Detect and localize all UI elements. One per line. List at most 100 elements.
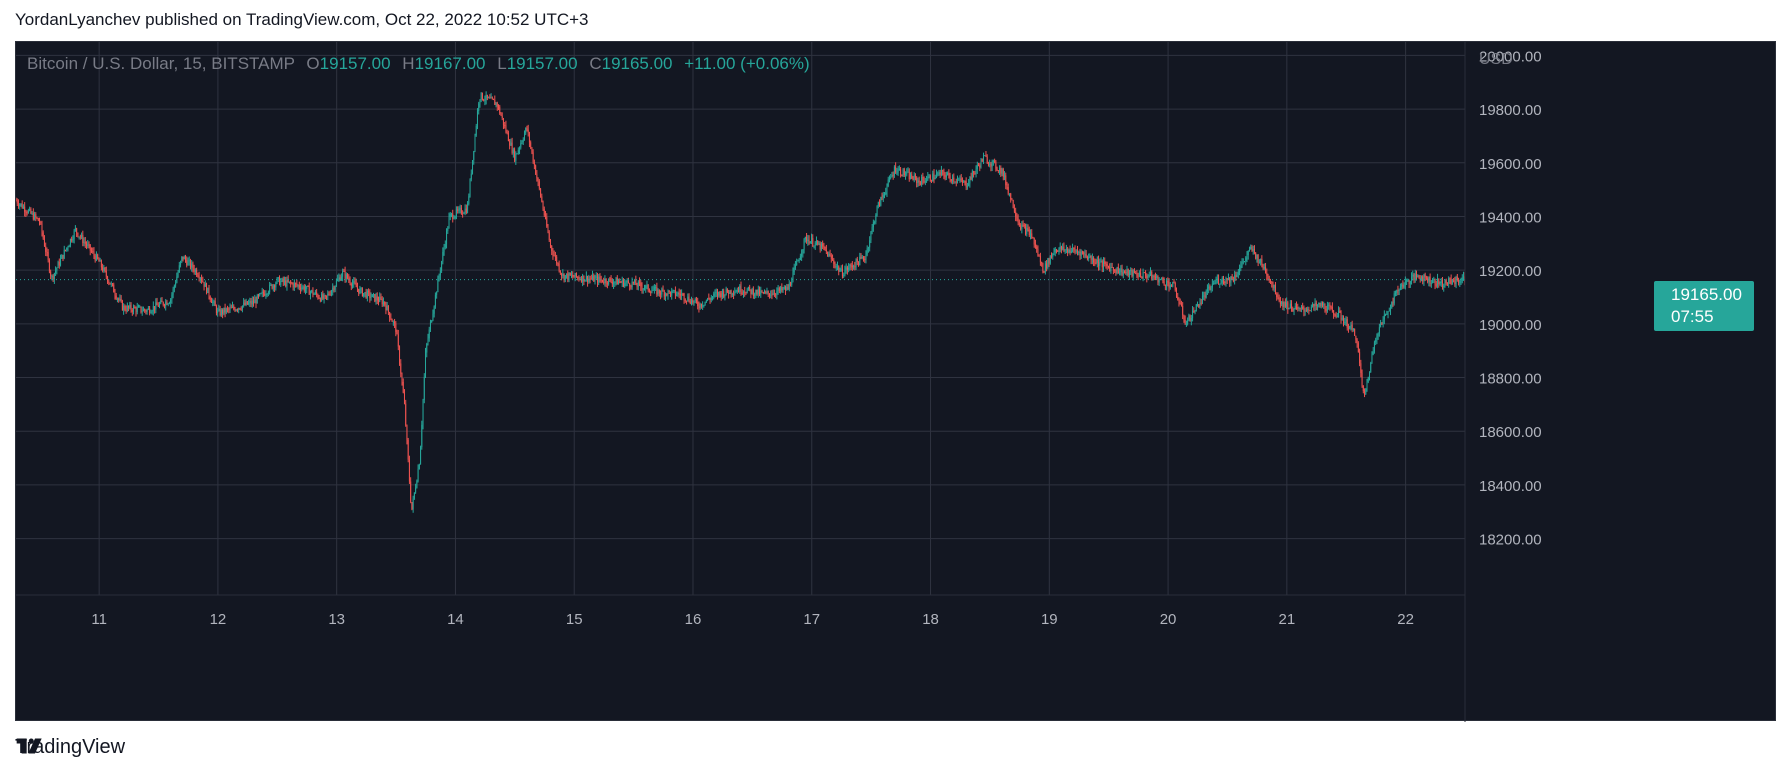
candlestick-chart[interactable]: 20000.00 19800.00 19600.00 19400.00 19200.00…	[16, 42, 1777, 722]
candle-body	[1378, 327, 1380, 334]
candle-body	[641, 286, 643, 290]
candle-body	[981, 159, 983, 162]
candle-body	[37, 218, 39, 221]
low-label: L	[497, 54, 507, 73]
candle-body	[1282, 301, 1284, 308]
candle-body	[772, 293, 774, 295]
candle-body	[968, 183, 970, 186]
candle-body	[767, 291, 769, 294]
candle-body	[187, 261, 189, 266]
candle-body	[1029, 233, 1031, 236]
candle-body	[22, 206, 24, 209]
x-tick-label: 12	[210, 611, 227, 628]
x-tick-label: 21	[1279, 611, 1296, 628]
candle-body	[55, 270, 57, 274]
candle-body	[405, 403, 407, 426]
candle-body	[933, 173, 935, 179]
candle-body	[697, 301, 699, 307]
candle-body	[207, 287, 209, 294]
candle-body	[593, 275, 595, 282]
candle-body	[866, 248, 868, 255]
candle-body	[752, 289, 754, 296]
candle-body	[724, 294, 726, 297]
last-price-tag: 19165.00 07:55	[1654, 281, 1754, 331]
candle-body	[94, 255, 96, 261]
candle-body	[1281, 301, 1283, 305]
candle-body	[1171, 284, 1173, 287]
candle-body	[1366, 381, 1368, 389]
candle-body	[276, 278, 278, 284]
candle-body	[942, 170, 944, 172]
candle-body	[78, 236, 80, 238]
candle-body	[1385, 313, 1387, 315]
candle-body	[1067, 248, 1069, 253]
candle-body	[368, 290, 370, 293]
candle-body	[909, 174, 911, 180]
candle-body	[948, 172, 950, 176]
candle-body	[212, 301, 214, 303]
candle-body	[105, 270, 107, 277]
candle-body	[146, 309, 148, 312]
candle-body	[702, 305, 704, 307]
candle-body	[885, 192, 887, 195]
candle-body	[1021, 224, 1023, 230]
candle-body	[1007, 187, 1009, 194]
candle-body	[1231, 276, 1233, 280]
candle-body	[491, 97, 493, 99]
candle-body	[1417, 275, 1419, 277]
candle-body	[1308, 309, 1310, 311]
candle-body	[197, 275, 199, 277]
candle-body	[433, 306, 435, 314]
candle-body	[577, 276, 579, 278]
candle-body	[601, 279, 603, 282]
candle-body	[438, 275, 440, 279]
candle-body	[744, 291, 746, 293]
candle-body	[692, 299, 694, 303]
candle-body	[321, 294, 323, 302]
chart-panel[interactable]: 20000.00 19800.00 19600.00 19400.00 19200.00…	[15, 41, 1777, 722]
candle-body	[622, 279, 624, 287]
candle-body	[939, 172, 941, 175]
high-value: 19167.00	[414, 54, 486, 73]
candle-body	[1053, 252, 1055, 254]
candle-body	[1125, 271, 1127, 273]
candle-body	[1115, 270, 1117, 273]
footer-brand[interactable]: TradingView	[15, 736, 125, 759]
candle-body	[267, 292, 269, 295]
candle-body	[1109, 266, 1111, 271]
candle-body	[934, 177, 936, 179]
candle-body	[480, 92, 482, 100]
candle-body	[84, 241, 86, 244]
candle-body	[45, 246, 47, 252]
candle-body	[871, 227, 873, 233]
candle-body	[812, 238, 814, 247]
candle-body	[210, 300, 212, 303]
candle-body	[39, 220, 41, 223]
candle-body	[233, 306, 235, 309]
candle-body	[1433, 278, 1435, 280]
candle-body	[661, 289, 663, 295]
candle-body	[377, 300, 379, 302]
candle-body	[575, 273, 577, 277]
symbol-title[interactable]: Bitcoin / U.S. Dollar, 15, BITSTAMP	[27, 54, 295, 73]
candle-body	[168, 303, 170, 305]
candle-body	[860, 256, 862, 258]
candle-body	[1137, 275, 1139, 277]
candle-body	[996, 168, 998, 171]
candle-body	[865, 254, 867, 260]
candle-body	[734, 291, 736, 295]
candle-body	[266, 294, 268, 296]
candle-body	[297, 285, 299, 287]
candle-body	[95, 254, 97, 261]
candle-body	[547, 226, 549, 233]
candle-body	[1326, 305, 1328, 311]
candle-body	[875, 215, 877, 222]
candle-body	[1084, 254, 1086, 256]
candle-body	[1130, 270, 1132, 272]
candle-body	[360, 288, 362, 290]
candle-body	[411, 502, 413, 510]
candle-body	[533, 162, 535, 166]
candle-body	[592, 275, 594, 279]
candle-body	[488, 97, 490, 99]
candle-body	[1402, 284, 1404, 288]
